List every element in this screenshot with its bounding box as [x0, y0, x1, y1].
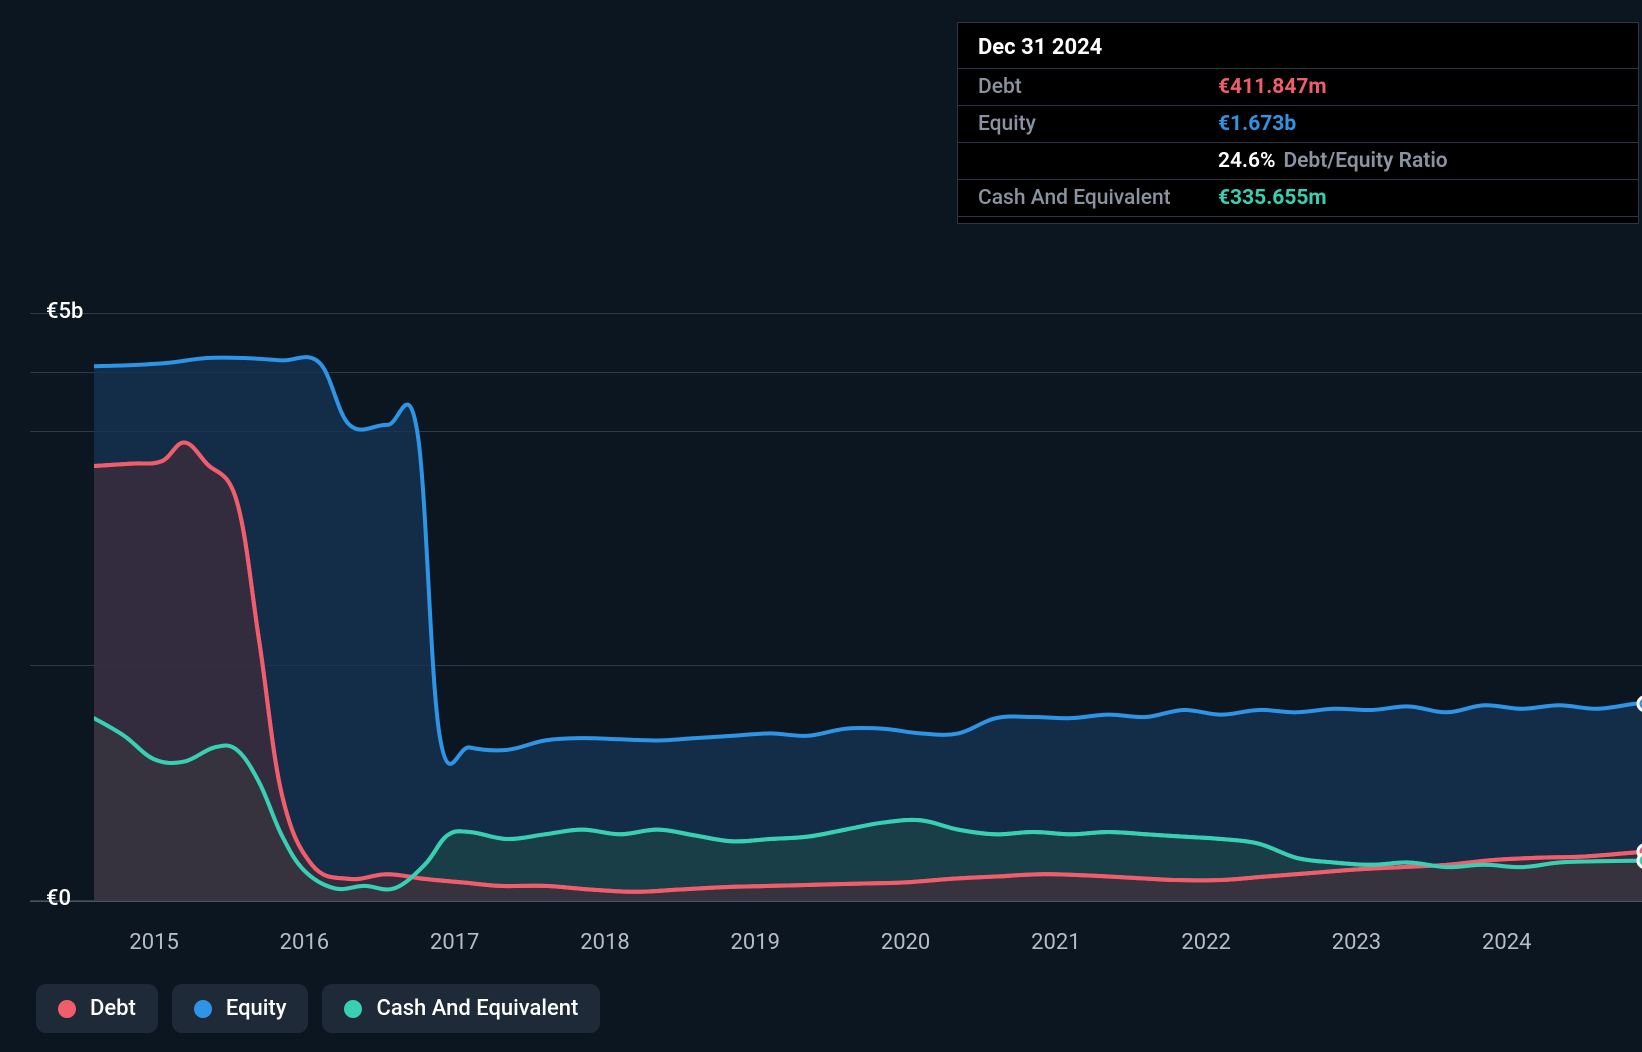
x-tick-label: 2023 — [1332, 930, 1381, 955]
legend-item-debt[interactable]: Debt — [36, 984, 158, 1033]
legend-item-equity[interactable]: Equity — [172, 984, 309, 1033]
legend-item-cash-and-equivalent[interactable]: Cash And Equivalent — [322, 984, 600, 1033]
legend-swatch — [58, 1000, 76, 1018]
tooltip-row: 24.6%Debt/Equity Ratio — [958, 142, 1638, 179]
x-tick-label: 2018 — [580, 930, 629, 955]
tooltip-row-label: Cash And Equivalent — [978, 186, 1218, 210]
cash-end-marker — [1638, 854, 1642, 868]
legend-label: Debt — [90, 996, 136, 1021]
legend-swatch — [194, 1000, 212, 1018]
x-tick-label: 2020 — [881, 930, 930, 955]
x-tick-label: 2022 — [1181, 930, 1230, 955]
y-tick-label: €5b — [46, 299, 83, 324]
tooltip-date: Dec 31 2024 — [958, 33, 1638, 68]
tooltip-row: Debt€411.847m — [958, 68, 1638, 105]
x-tick-label: 2019 — [731, 930, 780, 955]
tooltip-row-label: Equity — [978, 112, 1218, 136]
equity-area — [94, 357, 1642, 900]
chart-tooltip: Dec 31 2024 Debt€411.847mEquity€1.673b24… — [957, 22, 1639, 224]
legend-label: Equity — [226, 996, 287, 1021]
tooltip-row-value: €411.847m — [1218, 75, 1327, 99]
tooltip-row-value: €335.655m — [1218, 186, 1327, 210]
y-tick-label: €0 — [46, 886, 71, 911]
equity-end-marker — [1638, 697, 1642, 711]
x-tick-label: 2021 — [1031, 930, 1080, 955]
legend-label: Cash And Equivalent — [376, 996, 578, 1021]
tooltip-row: Equity€1.673b — [958, 105, 1638, 142]
legend-swatch — [344, 1000, 362, 1018]
tooltip-ratio: 24.6%Debt/Equity Ratio — [1218, 149, 1448, 173]
x-tick-label: 2024 — [1482, 930, 1531, 955]
x-tick-label: 2017 — [430, 930, 479, 955]
tooltip-row: Cash And Equivalent€335.655m — [958, 179, 1638, 217]
x-tick-label: 2016 — [280, 930, 329, 955]
tooltip-row-value: €1.673b — [1218, 112, 1296, 136]
financial-history-chart: €0 €5b 2015 2016 2017 2018 2019 2020 2021 2022 20… — [0, 0, 1642, 1052]
chart-legend: Debt Equity Cash And Equivalent — [36, 984, 600, 1033]
x-tick-label: 2015 — [129, 930, 178, 955]
tooltip-row-label: Debt — [978, 75, 1218, 99]
